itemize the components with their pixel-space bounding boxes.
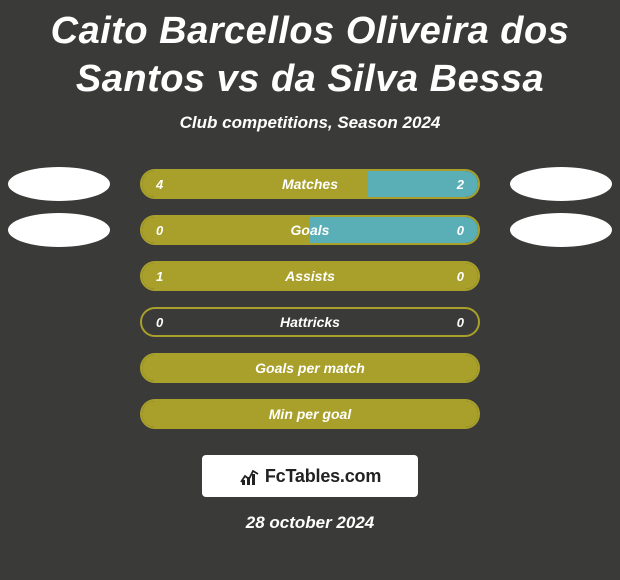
comparison-date: 28 october 2024: [0, 513, 620, 533]
stat-row: 00Hattricks: [0, 299, 620, 345]
stat-label: Goals: [142, 217, 478, 243]
player-avatar-right: [510, 167, 612, 201]
stat-track: 00Hattricks: [140, 307, 480, 337]
stat-row: 10Assists: [0, 253, 620, 299]
comparison-title: Caito Barcellos Oliveira dos Santos vs d…: [0, 0, 620, 107]
stat-row: Min per goal: [0, 391, 620, 437]
stat-label: Hattricks: [142, 309, 478, 335]
stat-label: Matches: [142, 171, 478, 197]
brand-text: FcTables.com: [265, 466, 381, 487]
chart-icon: [239, 466, 261, 486]
player-avatar-right: [510, 213, 612, 247]
stat-track: Min per goal: [140, 399, 480, 429]
stat-track: Goals per match: [140, 353, 480, 383]
stat-label: Goals per match: [142, 355, 478, 381]
comparison-subtitle: Club competitions, Season 2024: [0, 113, 620, 133]
stat-row: 00Goals: [0, 207, 620, 253]
branding-badge: FcTables.com: [202, 455, 418, 497]
stat-label: Assists: [142, 263, 478, 289]
stat-track: 00Goals: [140, 215, 480, 245]
stat-track: 10Assists: [140, 261, 480, 291]
player-avatar-left: [8, 213, 110, 247]
stat-label: Min per goal: [142, 401, 478, 427]
stats-container: 42Matches 00Goals 10Assists 00Hattricks Goal…: [0, 161, 620, 437]
stat-track: 42Matches: [140, 169, 480, 199]
player-avatar-left: [8, 167, 110, 201]
stat-row: Goals per match: [0, 345, 620, 391]
stat-row: 42Matches: [0, 161, 620, 207]
